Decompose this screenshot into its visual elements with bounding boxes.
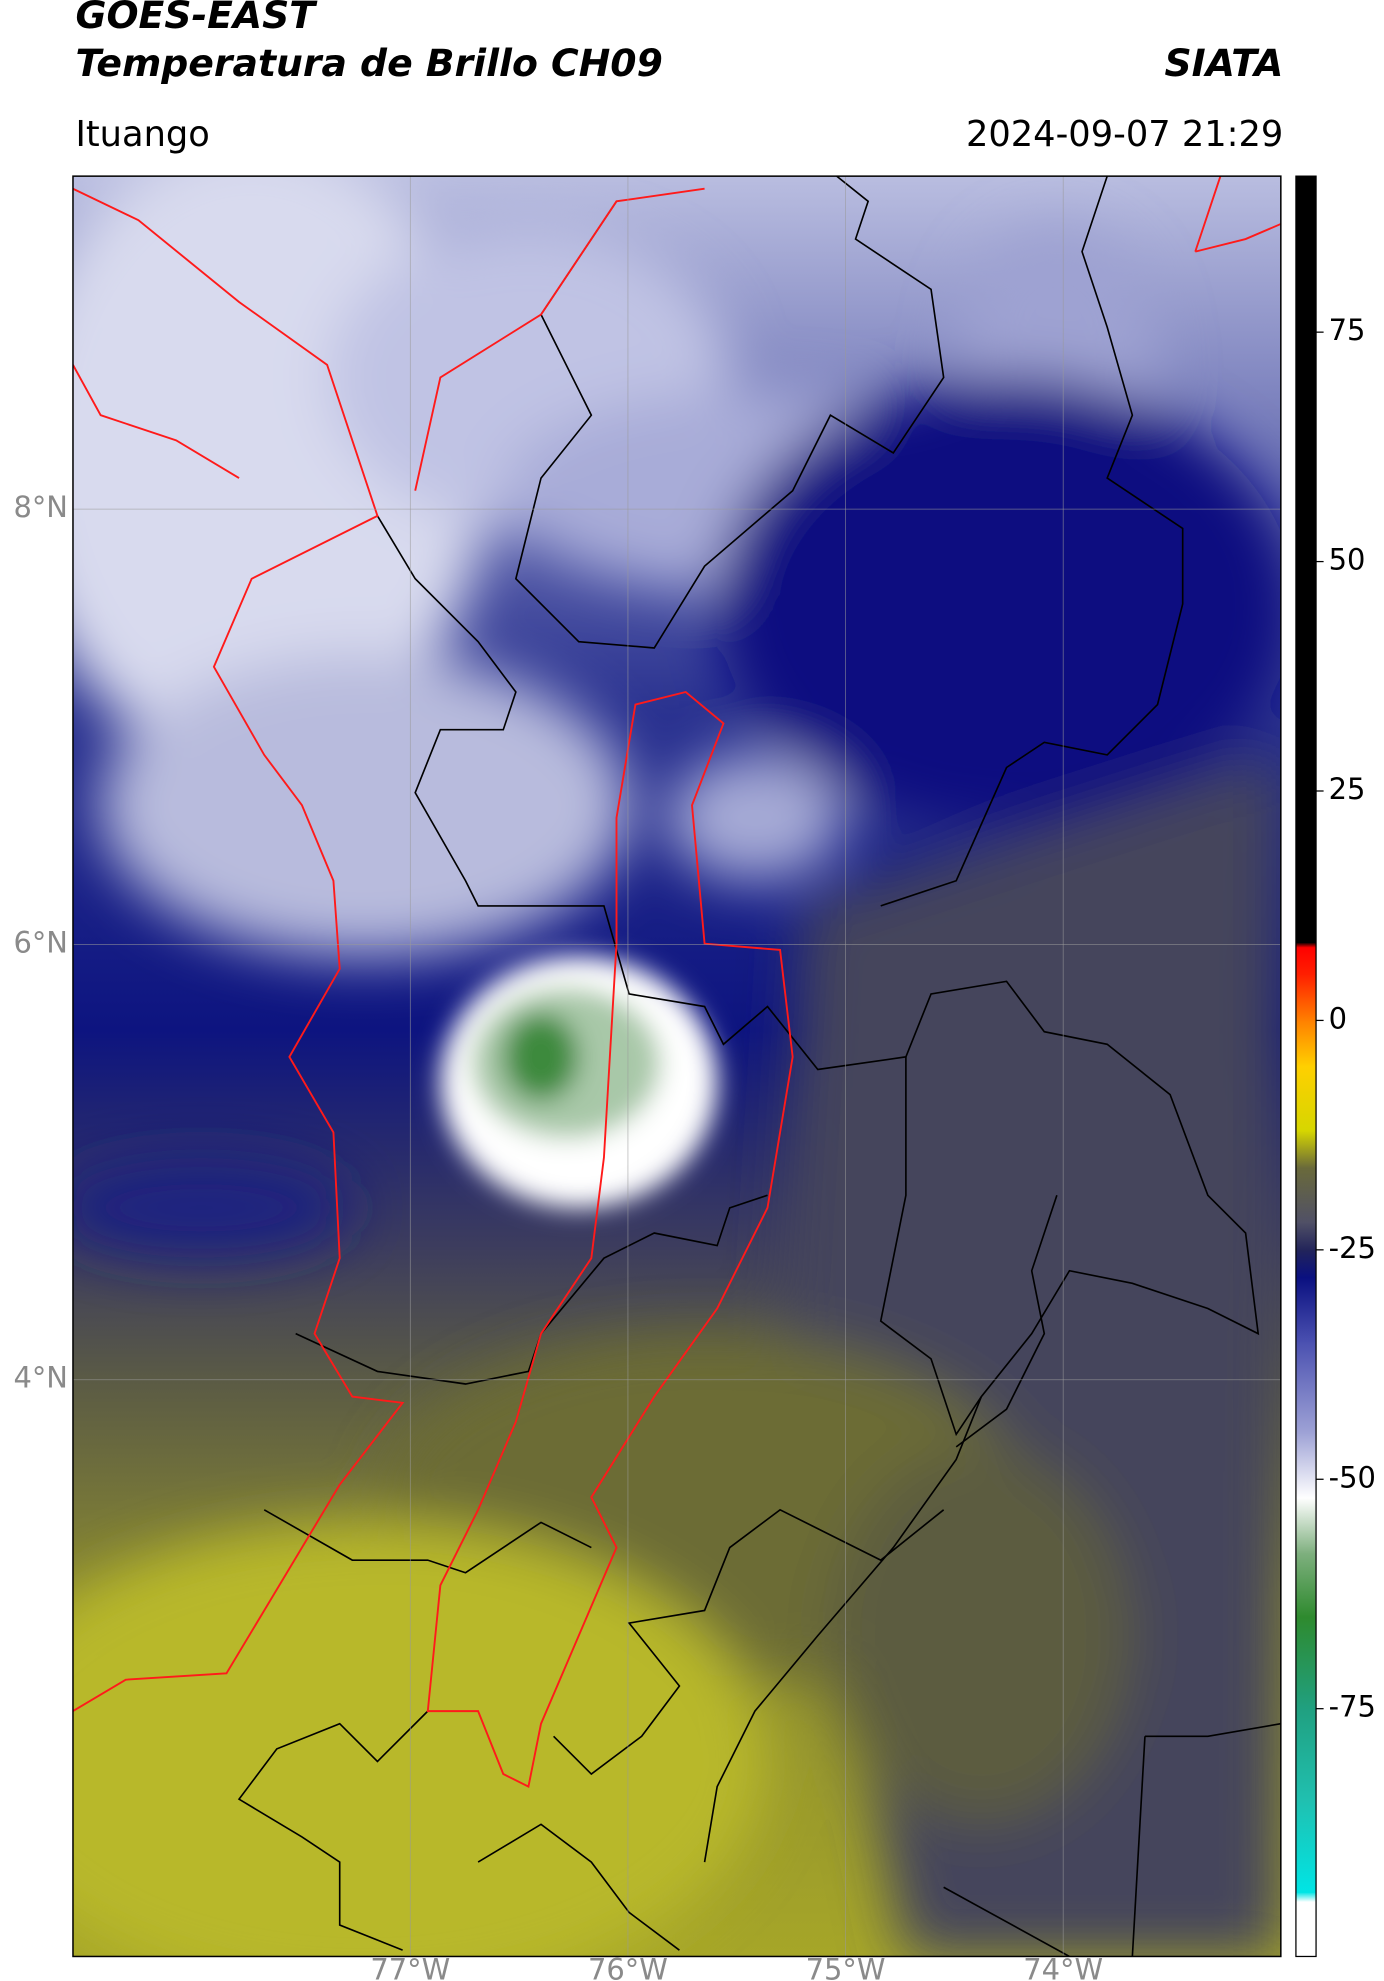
colorbar-tick-label: 25 — [1329, 772, 1366, 806]
lon-tick-label: 74°W — [1023, 1953, 1103, 1981]
border — [553, 1195, 1058, 1776]
colorbar-band — [1295, 1433, 1317, 1499]
colorbar-band — [1295, 1130, 1317, 1168]
colorbar-band — [1295, 1222, 1317, 1251]
region: Ituango — [75, 114, 209, 155]
cell-core — [503, 1012, 579, 1101]
borders — [72, 176, 1281, 1957]
border — [376, 515, 1260, 1863]
colorbar-band — [1295, 1901, 1317, 1958]
colorbar-band — [1295, 974, 1317, 1022]
lon-tick-label: 76°W — [588, 1953, 668, 1981]
colorbar-tick-label: 75 — [1329, 313, 1366, 347]
cloud — [72, 1157, 353, 1259]
border — [295, 1194, 768, 1385]
colorbar-band — [1295, 1066, 1317, 1132]
coastline — [72, 187, 405, 1712]
colorbar-tick-label: -50 — [1329, 1460, 1376, 1494]
colorbar-band — [1295, 1497, 1317, 1554]
colorbar-band — [1295, 1892, 1317, 1903]
map-axes: 77°W 76°W 75°W 74°W 8°N 6°N 4°N — [13, 176, 1281, 1981]
colorbar-band — [1295, 1800, 1317, 1893]
lon-tick-label: 75°W — [806, 1953, 886, 1981]
colorbar-band — [1295, 1616, 1317, 1710]
map-frame — [72, 175, 1282, 1958]
product-title: Temperatura de Brillo CH09 — [75, 41, 662, 85]
colorbar-frame — [1295, 175, 1317, 1958]
datetime: 2024-09-07 21:29 — [966, 114, 1283, 155]
border — [237, 1509, 680, 1951]
lat-tick-label: 6°N — [13, 925, 68, 959]
colorbar-band — [1295, 1708, 1317, 1802]
colorbar-band — [1295, 176, 1317, 944]
cloud-field — [72, 176, 1281, 1957]
satellite-title: GOES-EAST — [75, 0, 318, 37]
cloud — [666, 754, 843, 881]
department-border — [426, 690, 794, 1789]
warm-region — [830, 1446, 1133, 1825]
colorbar-band — [1295, 1552, 1317, 1618]
colorbar-band — [1295, 942, 1317, 948]
lon-tick-label: 77°W — [370, 1953, 450, 1981]
colorbar-band — [1295, 1341, 1317, 1435]
border — [880, 176, 1184, 907]
colorbar-band — [1295, 1020, 1317, 1067]
coastline — [72, 187, 705, 491]
map-imagery — [72, 176, 1281, 1957]
cloud — [100, 654, 630, 957]
lat-tick-label: 4°N — [13, 1361, 68, 1395]
cold-region — [717, 377, 1281, 831]
colorbar-tick-label: -75 — [1329, 1690, 1376, 1724]
border — [514, 176, 945, 649]
border — [943, 1722, 1281, 1957]
warm-region — [72, 1522, 768, 1957]
agency: SIATA — [1165, 41, 1284, 85]
colorbar-tick-label: 0 — [1329, 1001, 1347, 1035]
border — [1194, 176, 1281, 253]
colorbar: -75 -50 -25 0 25 50 75 — [1295, 175, 1376, 1958]
colorbar-band — [1295, 1277, 1317, 1343]
border — [879, 1056, 983, 1437]
colorbar-band — [1295, 1167, 1317, 1223]
colorbar-tick-label: 50 — [1329, 543, 1366, 577]
colorbar-band — [1295, 947, 1317, 976]
convective-cell — [440, 956, 718, 1208]
lat-tick-label: 8°N — [13, 490, 68, 524]
colorbar-band — [1295, 1249, 1317, 1279]
colorbar-tick-label: -25 — [1329, 1231, 1376, 1265]
